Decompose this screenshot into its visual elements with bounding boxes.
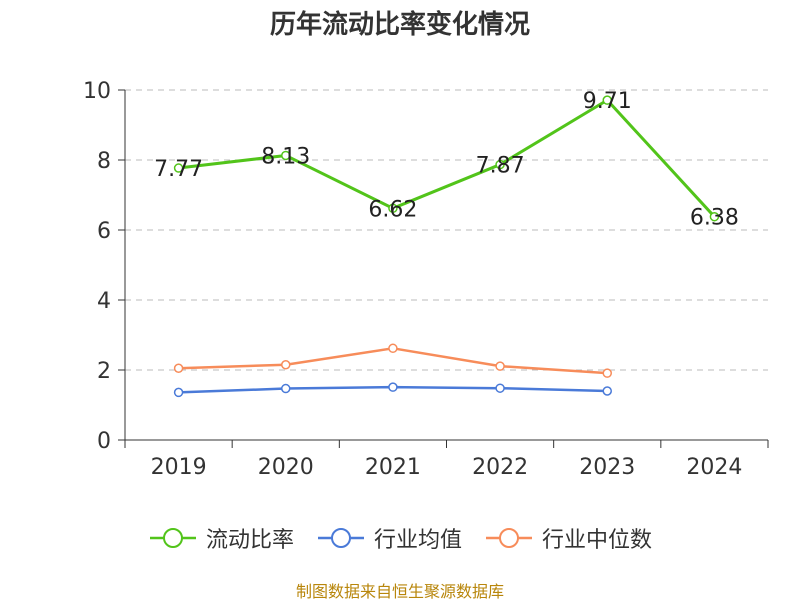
data-point-ratio [495, 159, 505, 170]
data-point-median [602, 368, 612, 378]
legend-label-ratio: 流动比率 [205, 528, 294, 553]
data-point-ratio [388, 203, 398, 214]
series-line-ratio [178, 98, 716, 218]
data-point-median [495, 361, 505, 371]
y-tick-label: 4 [97, 289, 111, 314]
x-tick-label-2021: 2021 [365, 455, 421, 480]
data-point-ratio [602, 95, 612, 105]
legend-item-median[interactable]: 行业中位数 [484, 522, 652, 554]
data-point-avg [495, 383, 505, 393]
data-point-avg [173, 387, 184, 398]
legend-label-avg: 行业均值 [373, 528, 462, 553]
y-tick-label: 8 [97, 149, 111, 174]
legend-swatch-median [486, 528, 532, 548]
data-point-ratio [173, 163, 184, 173]
chart-title: 历年流动比率变化情况 [269, 10, 530, 40]
data-label-ratio: 7.87 [476, 154, 525, 179]
x-tick-label-2024: 2024 [686, 455, 742, 480]
legend-item-ratio[interactable]: 流动比率 [148, 522, 294, 554]
data-point-ratio [281, 150, 291, 161]
legend-swatch-avg [317, 528, 364, 548]
legend-label-median: 行业中位数 [542, 528, 653, 553]
data-point-avg [602, 386, 612, 396]
data-source-note: 制图数据来自恒生聚源数据库 [295, 582, 504, 601]
data-label-ratio: 7.77 [154, 157, 203, 182]
data-label-ratio: 6.62 [368, 197, 417, 222]
data-point-median [281, 360, 291, 370]
line-chart: 0 2 4 6 8 10 2019 2020 2021 2022 2023 2024 7.77 8.13… [83, 79, 769, 480]
y-tick-label: 6 [97, 219, 111, 244]
legend-item-avg[interactable]: 行业均值 [316, 522, 462, 554]
data-point-median [388, 343, 398, 354]
data-label-ratio: 9.71 [583, 89, 632, 114]
data-label-ratio: 8.13 [261, 144, 310, 169]
data-point-median [173, 363, 184, 373]
data-point-avg [281, 383, 291, 394]
legend: 流动比率 行业均值 行业中位数 [0, 518, 800, 558]
data-point-ratio [709, 211, 720, 222]
data-label-ratio: 6.38 [690, 206, 739, 231]
y-tick-label: 0 [97, 429, 111, 454]
x-tick-label-2022: 2022 [472, 455, 528, 480]
x-tick-label-2023: 2023 [579, 455, 635, 480]
y-tick-label: 10 [83, 79, 111, 104]
x-tick-label-2020: 2020 [258, 455, 314, 480]
x-tick-label-2019: 2019 [151, 455, 207, 480]
data-point-avg [388, 382, 398, 392]
y-tick-label: 2 [97, 359, 111, 384]
legend-swatch-ratio [149, 528, 196, 548]
